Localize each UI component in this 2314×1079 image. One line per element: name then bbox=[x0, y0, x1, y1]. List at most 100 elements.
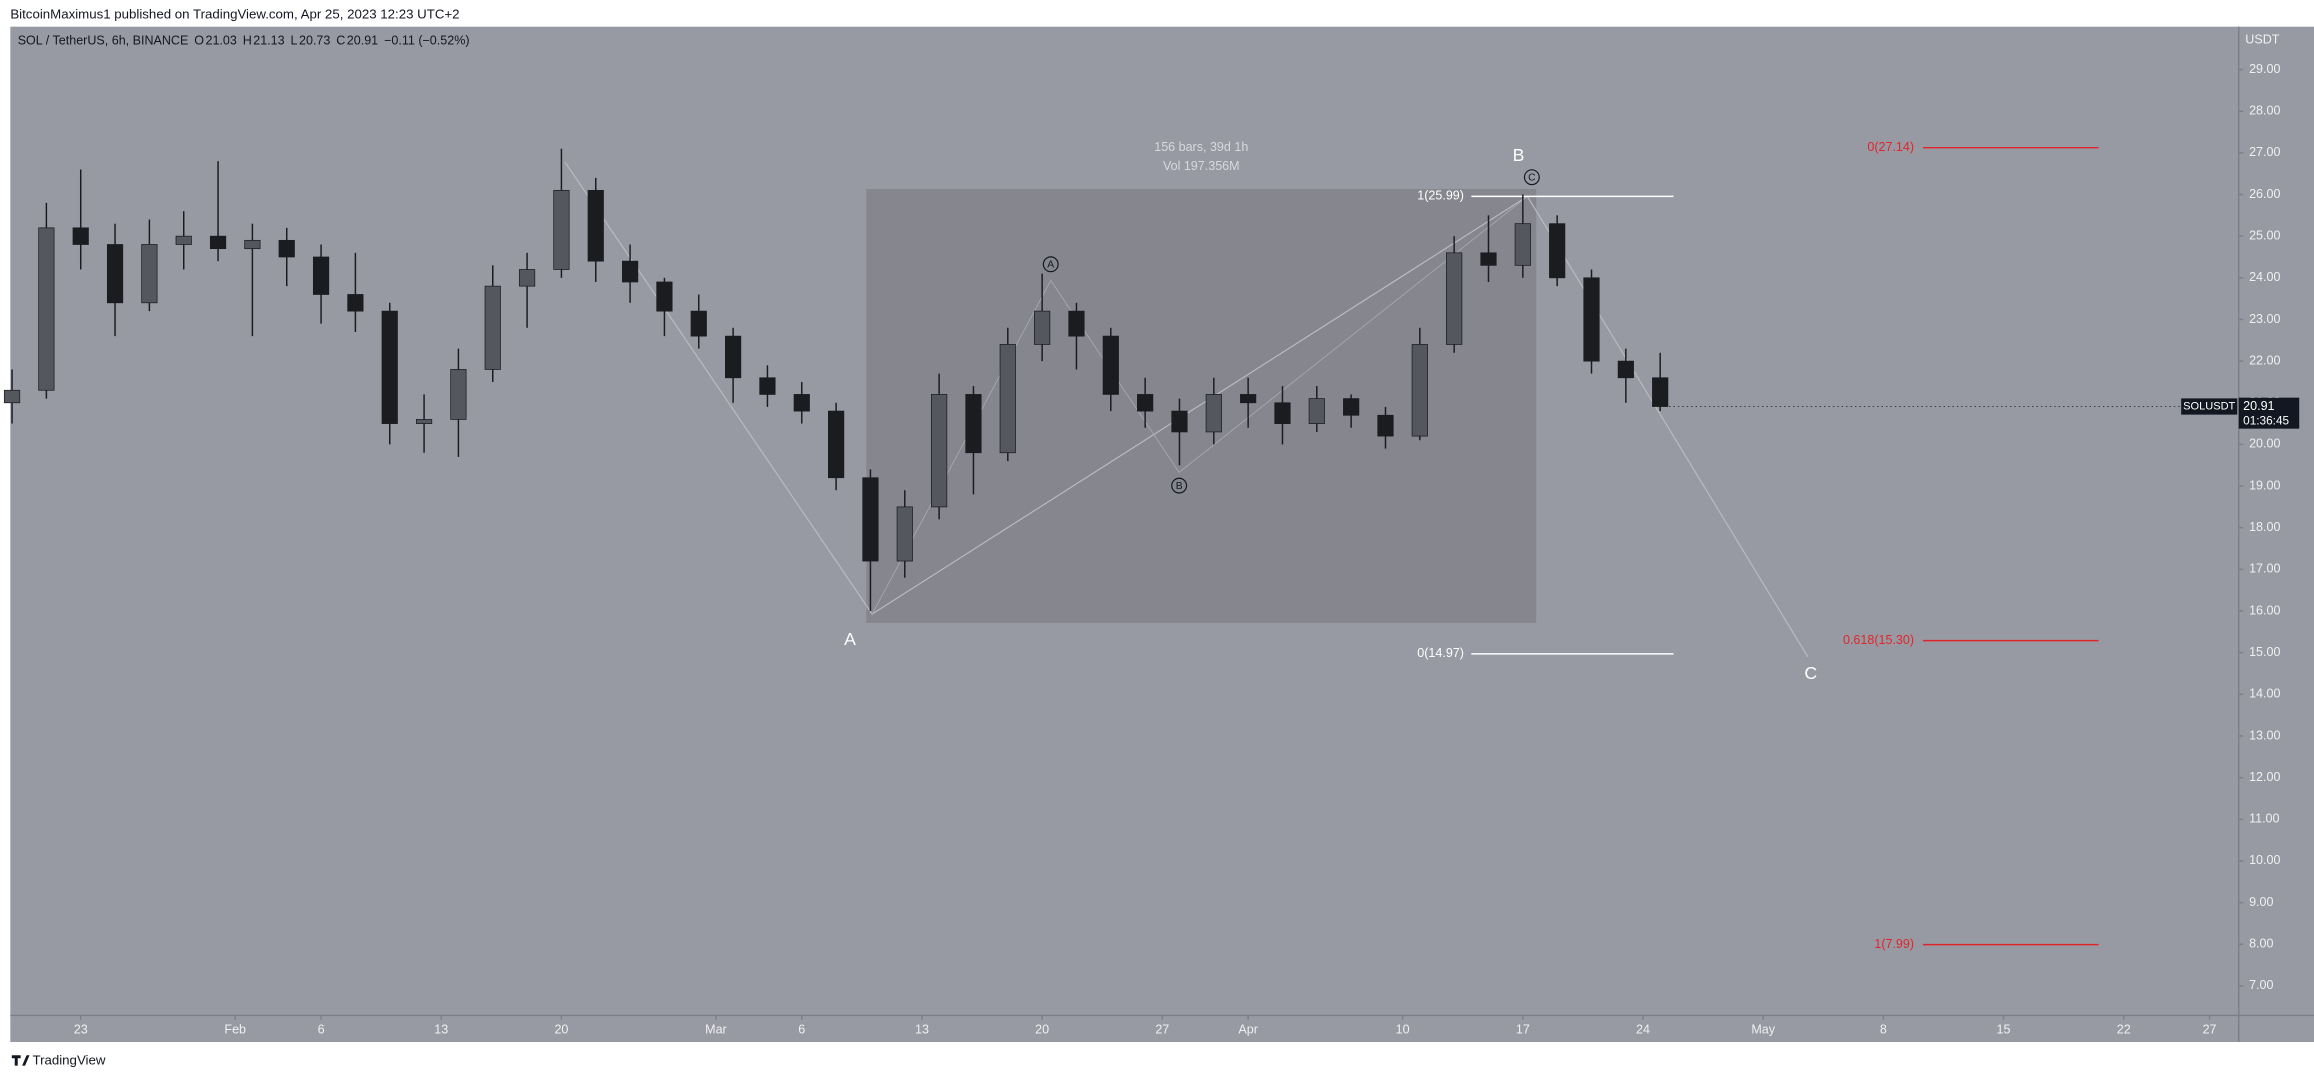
candle-body bbox=[415, 419, 433, 424]
legend-key: C bbox=[336, 34, 345, 48]
x-tick-label: Mar bbox=[705, 1023, 727, 1037]
candle-body bbox=[759, 377, 776, 395]
x-tick-label: 6 bbox=[798, 1023, 805, 1037]
subwave-label: B bbox=[1176, 481, 1183, 492]
y-tick-label: 16.00 bbox=[2249, 603, 2280, 617]
plot-bg bbox=[10, 26, 2314, 1042]
wave-label: B bbox=[1513, 145, 1525, 165]
subwave-label: A bbox=[1047, 260, 1054, 271]
candle-body bbox=[862, 477, 879, 562]
y-tick-label: 22.00 bbox=[2249, 353, 2280, 367]
candle-body bbox=[1446, 252, 1463, 345]
candle-body bbox=[3, 389, 21, 404]
brand-name[interactable]: TradingView bbox=[32, 1053, 105, 1068]
legend-value: 20.73 bbox=[299, 34, 330, 48]
candle-body bbox=[690, 310, 707, 337]
y-tick-label: 28.00 bbox=[2249, 104, 2280, 118]
candle-body bbox=[999, 344, 1016, 454]
x-tick-label: 15 bbox=[1997, 1023, 2011, 1037]
candle-body bbox=[1308, 398, 1325, 424]
candle-body bbox=[622, 260, 639, 283]
price-tag: 20.91 bbox=[2243, 399, 2274, 413]
y-tick-label: 11.00 bbox=[2249, 812, 2279, 826]
wave-label: A bbox=[844, 629, 856, 649]
x-tick-label: 6 bbox=[318, 1023, 325, 1037]
y-tick-label: 15.00 bbox=[2249, 645, 2280, 659]
candle-body bbox=[484, 285, 501, 370]
candles bbox=[3, 148, 1669, 612]
candle-body bbox=[1274, 402, 1291, 424]
candle-body bbox=[518, 269, 536, 287]
range-volume: Vol 197.356M bbox=[1163, 159, 1240, 173]
price-tag-bg bbox=[2238, 397, 2300, 429]
x-tick-label: Apr bbox=[1238, 1023, 1258, 1037]
candle-body bbox=[381, 310, 398, 424]
y-tick-label: 8.00 bbox=[2249, 937, 2273, 951]
y-tick-label: 23.00 bbox=[2249, 312, 2280, 326]
x-tick-label: 17 bbox=[1516, 1023, 1530, 1037]
candle-body bbox=[1514, 223, 1531, 266]
legend-change: −0.11 (−0.52%) bbox=[384, 34, 469, 48]
wave-label: C bbox=[1804, 663, 1817, 683]
candle-body bbox=[1617, 360, 1634, 379]
candle-body bbox=[1583, 277, 1600, 362]
brand-logo bbox=[11, 1055, 30, 1066]
x-tick-label: 27 bbox=[1155, 1023, 1169, 1037]
y-tick-label: 17.00 bbox=[2249, 562, 2280, 576]
candle-body bbox=[1171, 410, 1188, 433]
y-tick-label: 24.00 bbox=[2249, 270, 2280, 284]
candle-body bbox=[175, 235, 192, 245]
subwave-circle bbox=[1042, 256, 1059, 273]
candle-body bbox=[931, 394, 948, 508]
candle-body bbox=[1240, 394, 1257, 404]
y-tick-label: 9.00 bbox=[2249, 895, 2273, 909]
x-tick-label: May bbox=[1751, 1023, 1775, 1037]
y-tick-label: 14.00 bbox=[2249, 687, 2280, 701]
x-tick-label: 10 bbox=[1396, 1023, 1410, 1037]
fib-label: 0.618(15.30) bbox=[1843, 633, 1914, 647]
candle-body bbox=[141, 244, 158, 304]
y-tick-label: 20.00 bbox=[2249, 437, 2280, 451]
wave-line bbox=[564, 162, 1809, 658]
y-tick-label: 25.00 bbox=[2249, 228, 2280, 242]
symbol-tag: SOLUSDT bbox=[2183, 400, 2235, 412]
y-tick-label: 10.00 bbox=[2249, 853, 2280, 867]
subwave-label: C bbox=[1528, 173, 1536, 184]
y-tick-label: 29.00 bbox=[2249, 62, 2280, 76]
candle-body bbox=[1205, 394, 1222, 433]
fib-label: 1(25.99) bbox=[1417, 189, 1464, 203]
x-tick-label: 20 bbox=[1035, 1023, 1049, 1037]
x-tick-label: 8 bbox=[1880, 1023, 1887, 1037]
candle-body bbox=[1480, 252, 1497, 266]
x-tick-label: 20 bbox=[554, 1023, 568, 1037]
countdown: 01:36:45 bbox=[2243, 413, 2289, 427]
y-tick-label: 7.00 bbox=[2249, 978, 2273, 992]
x-tick-label: 13 bbox=[434, 1023, 448, 1037]
candle-body bbox=[1343, 398, 1360, 416]
candle-body bbox=[1102, 335, 1119, 395]
fib-label: 0(27.14) bbox=[1867, 140, 1914, 154]
candle-body bbox=[1652, 377, 1669, 407]
legend-value: 21.13 bbox=[253, 34, 284, 48]
x-tick-label: Feb bbox=[224, 1023, 246, 1037]
candle-body bbox=[450, 369, 467, 420]
x-tick-label: 22 bbox=[2117, 1023, 2131, 1037]
candle-body bbox=[72, 227, 89, 245]
candle-body bbox=[38, 227, 55, 391]
legend-key: L bbox=[291, 34, 298, 48]
subwave-circle bbox=[1171, 477, 1188, 494]
legend-key: H bbox=[243, 34, 252, 48]
fib-label: 1(7.99) bbox=[1874, 937, 1914, 951]
candle-body bbox=[1549, 223, 1566, 279]
y-tick-label: 13.00 bbox=[2249, 728, 2280, 742]
legend-value: 20.91 bbox=[347, 34, 378, 48]
candle-body bbox=[312, 256, 330, 295]
x-tick-label: 23 bbox=[74, 1023, 88, 1037]
header-text: BitcoinMaximus1 published on TradingView… bbox=[10, 6, 459, 21]
candle-body bbox=[965, 394, 982, 454]
candle-body bbox=[209, 235, 227, 250]
candle-body bbox=[553, 189, 570, 270]
candle-body bbox=[244, 239, 261, 250]
